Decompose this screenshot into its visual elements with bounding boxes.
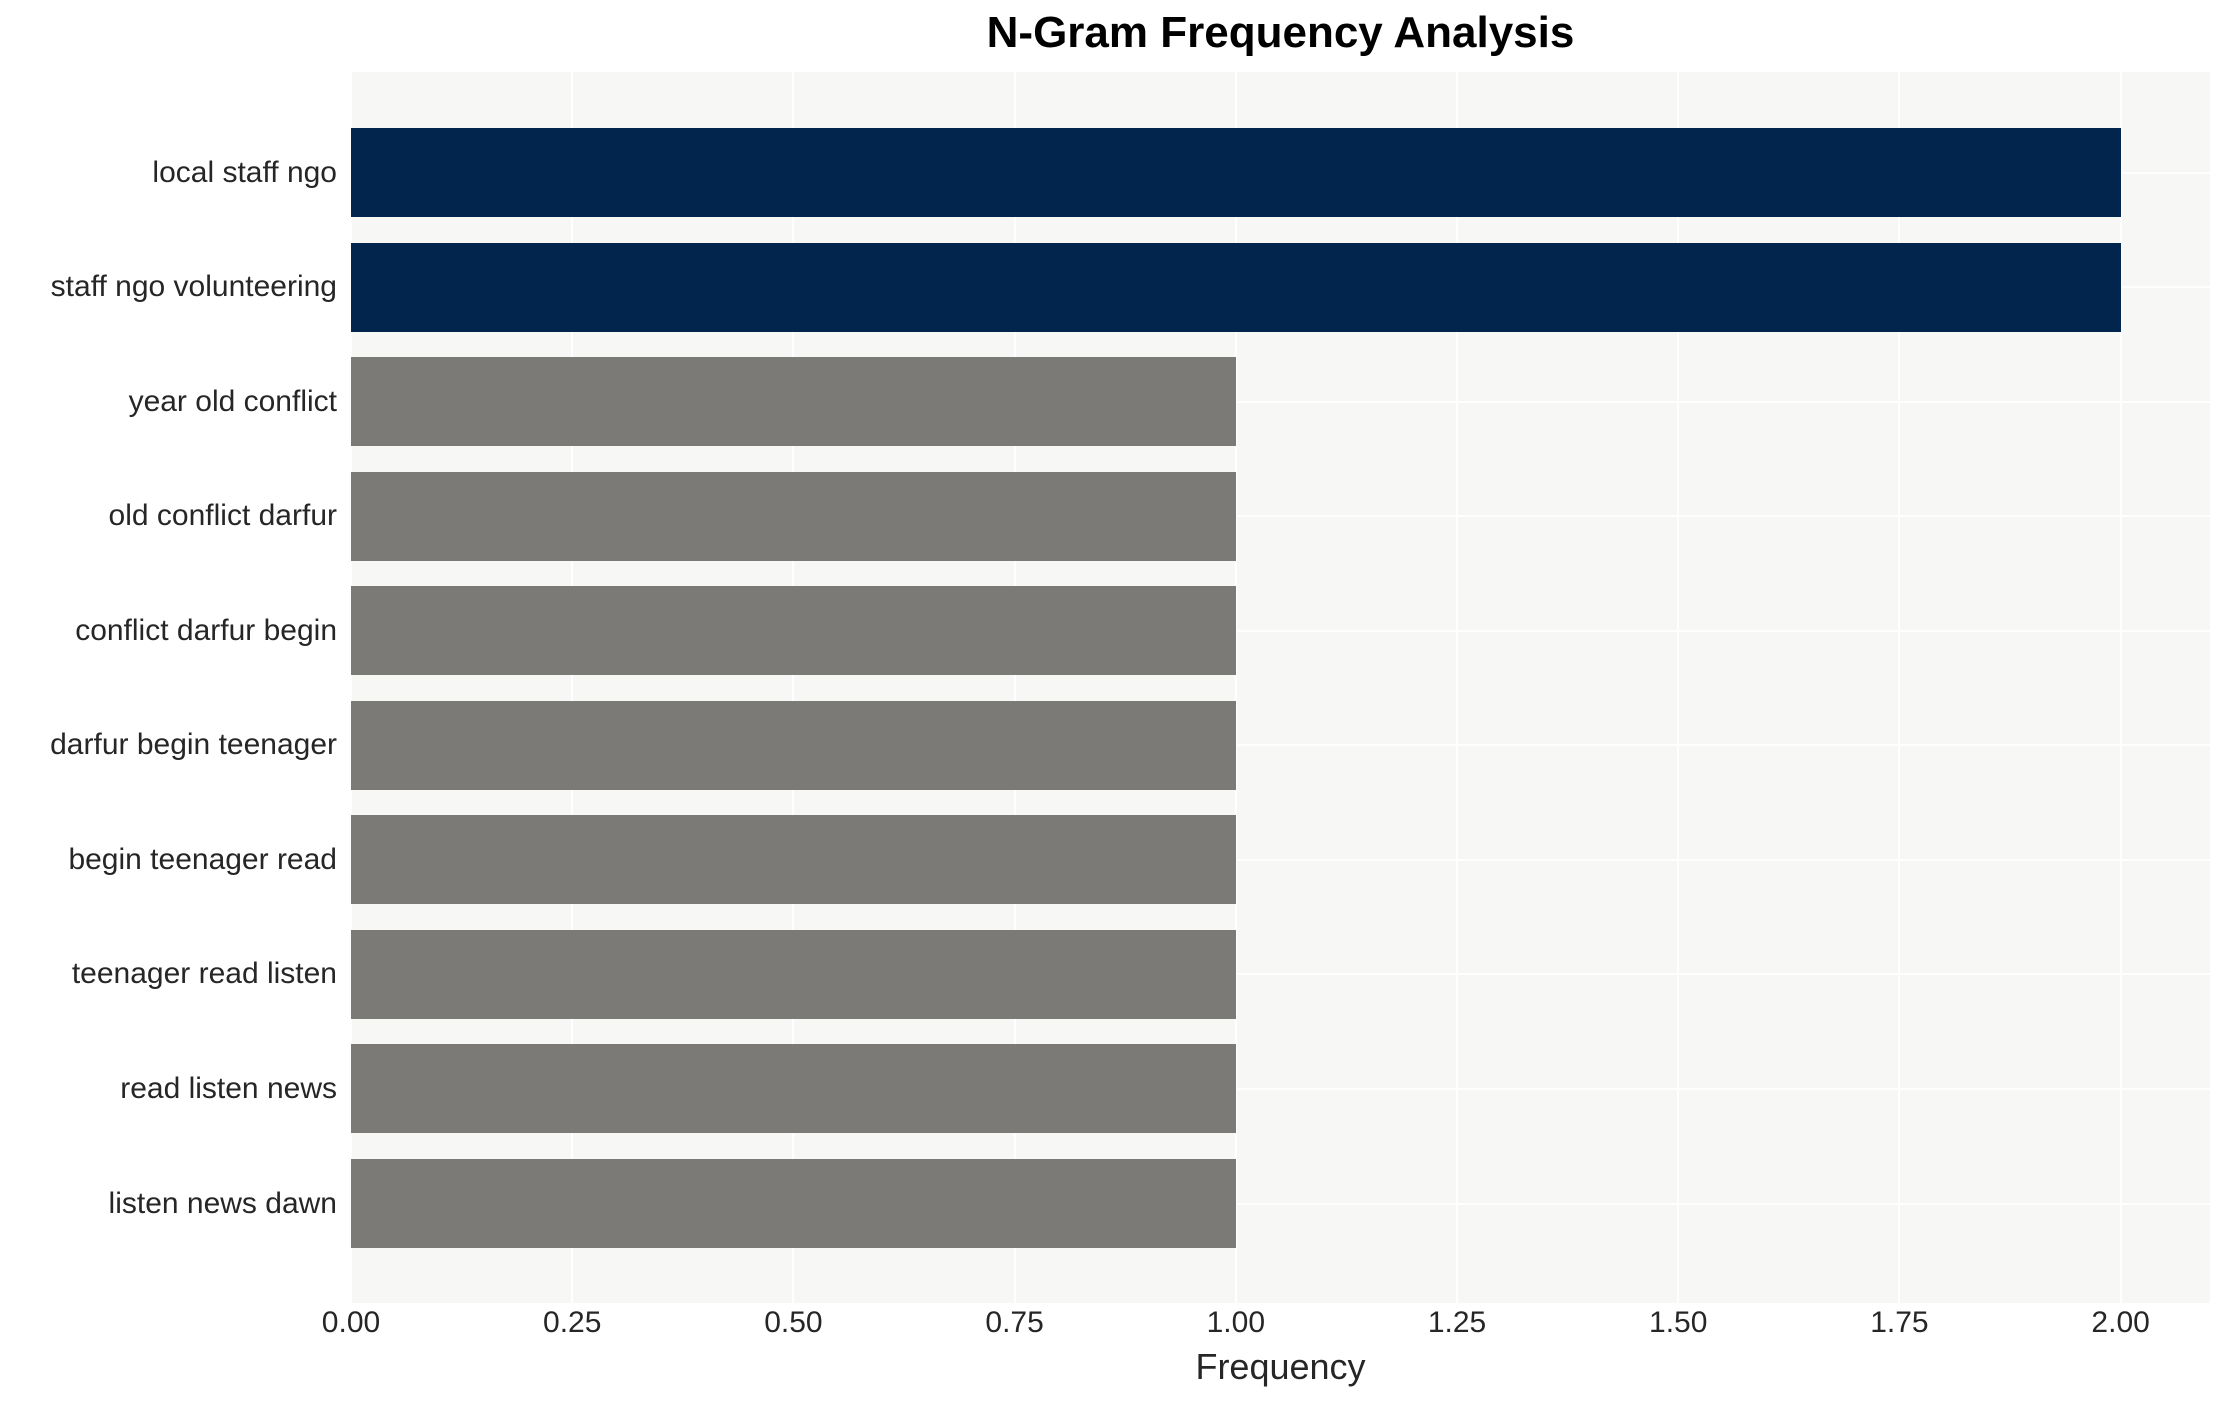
vertical-gridline [792,72,795,1303]
y-tick-label: year old conflict [128,384,337,418]
x-tick-label: 1.25 [1427,1306,1487,1339]
horizontal-gridline [351,858,2210,861]
y-tick-label: teenager read listen [71,957,337,991]
vertical-gridline [571,72,574,1303]
x-tick-label: 0.00 [321,1306,381,1339]
y-axis-category-labels: local staff ngo staff ngo volunteering yea… [0,72,337,1303]
bar-teenager-read-listen [351,929,1236,1019]
bar-darfur-begin-teenager [351,700,1236,790]
bar-old-conflict-darfur [351,471,1236,561]
bar-begin-teenager-read [351,815,1236,905]
x-tick-label: 1.75 [1870,1306,1929,1339]
x-axis-ticks: 0.00 0.25 0.50 0.75 1.00 1.25 1.50 1.75 2.00 [322,1306,2210,1340]
vertical-gridline [1456,72,1459,1303]
x-axis-title: Frequency [1195,1346,1366,1387]
y-tick-label: darfur begin teenager [50,728,337,762]
plot-area [350,72,2210,1303]
vertical-gridline [2119,72,2122,1303]
vertical-gridline [1677,72,1680,1303]
horizontal-gridline [351,973,2210,976]
y-tick-label: conflict darfur begin [75,613,337,647]
y-tick-label: begin teenager read [68,842,337,876]
horizontal-gridline [351,1202,2210,1205]
bar-conflict-darfur-begin [351,586,1236,676]
x-tick-label: 2.00 [2091,1306,2150,1339]
y-tick-label: old conflict darfur [108,499,337,533]
x-tick-label: 0.75 [985,1306,1044,1339]
horizontal-gridline [351,744,2210,747]
vertical-gridline [1234,72,1237,1303]
horizontal-gridline [351,515,2210,518]
vertical-gridline [1013,72,1016,1303]
x-tick-label: 0.50 [764,1306,823,1339]
horizontal-gridline [351,400,2210,403]
horizontal-gridline [351,1087,2210,1090]
vertical-gridline [350,72,352,1303]
x-tick-label: 1.50 [1649,1306,1708,1339]
vertical-gridline [1898,72,1901,1303]
bar-year-old-conflict [351,357,1236,447]
bar-read-listen-news [351,1044,1236,1134]
chart-title: N-Gram Frequency Analysis [986,8,1575,57]
bar-staff-ngo-volunteering [351,242,2121,332]
x-tick-label: 1.00 [1206,1306,1266,1339]
bar-listen-news-dawn [351,1159,1236,1249]
y-tick-label: read listen news [120,1071,337,1105]
y-tick-label: staff ngo volunteering [50,270,337,304]
horizontal-gridline [351,629,2210,632]
x-tick-label: 0.25 [543,1306,602,1339]
bar-local-staff-ngo [351,128,2121,217]
y-tick-label: listen news dawn [108,1186,337,1220]
y-tick-label: local staff ngo [152,155,337,189]
